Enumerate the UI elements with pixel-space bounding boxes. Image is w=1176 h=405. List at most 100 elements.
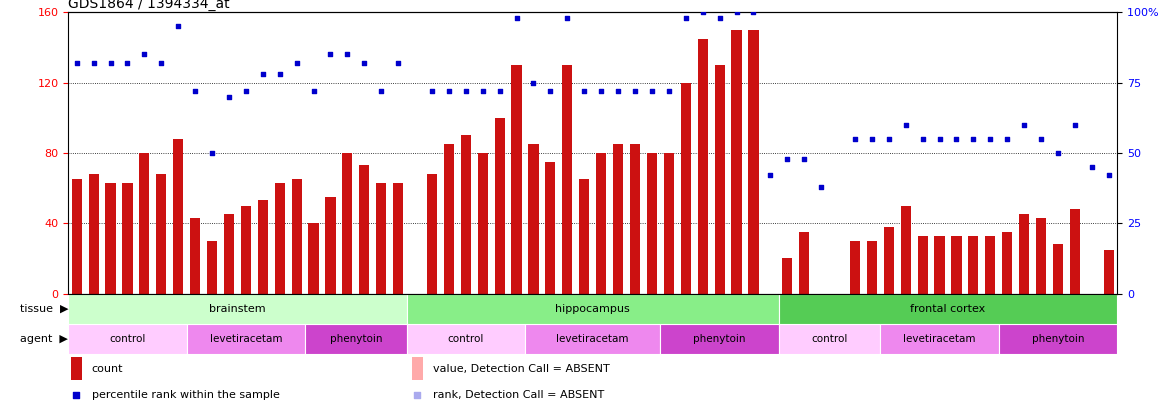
Point (85, 60, 103, 66)
Point (372, 88, 390, 94)
Point (253, 71, 272, 77)
Text: phenytoin: phenytoin (694, 334, 746, 344)
Bar (342, 153, 353, 294)
Point (761, 172, 780, 179)
Bar (748, 30, 759, 294)
Point (490, 88, 509, 94)
Point (202, 149, 221, 156)
Text: control: control (448, 334, 485, 344)
Bar (495, 118, 505, 294)
Point (880, 136, 898, 142)
Text: value, Detection Call = ABSENT: value, Detection Call = ABSENT (433, 364, 609, 373)
Bar (1070, 209, 1080, 294)
Point (422, 88, 441, 94)
Bar (173, 139, 183, 294)
Point (557, 15, 576, 21)
Point (67, 392, 86, 398)
Bar (663, 153, 674, 294)
Point (930, 136, 949, 142)
Point (338, 51, 356, 58)
Bar (1103, 249, 1114, 294)
Point (981, 136, 1000, 142)
Point (456, 88, 475, 94)
Point (169, 23, 188, 30)
Point (220, 94, 239, 100)
Point (473, 88, 492, 94)
Bar (122, 183, 133, 294)
Bar (292, 179, 302, 294)
Bar (630, 144, 640, 294)
Bar (71, 357, 82, 380)
Text: rank, Detection Call = ABSENT: rank, Detection Call = ABSENT (433, 390, 604, 400)
Bar (258, 200, 268, 294)
Bar (88, 174, 99, 294)
Text: frontal cortex: frontal cortex (910, 304, 985, 314)
Text: hippocampus: hippocampus (555, 304, 630, 314)
Point (541, 88, 560, 94)
Point (67, 60, 86, 66)
Bar (443, 144, 454, 294)
Text: phenytoin: phenytoin (329, 334, 382, 344)
Point (1100, 172, 1118, 179)
Point (896, 122, 915, 128)
Point (152, 60, 171, 66)
Point (101, 60, 120, 66)
Bar (1020, 215, 1029, 294)
Bar (881, 324, 998, 354)
Bar (782, 258, 793, 294)
Bar (477, 153, 488, 294)
Bar (528, 144, 539, 294)
Bar (613, 144, 623, 294)
Text: GDS1864 / 1394334_at: GDS1864 / 1394334_at (68, 0, 229, 11)
Bar (68, 294, 407, 324)
Text: percentile rank within the sample: percentile rank within the sample (92, 390, 280, 400)
Bar (985, 236, 995, 294)
Bar (461, 135, 470, 294)
Point (270, 71, 289, 77)
Point (997, 136, 1016, 142)
Point (694, 9, 713, 15)
Bar (407, 294, 779, 324)
Point (795, 155, 814, 162)
Bar (883, 227, 894, 294)
Point (609, 88, 628, 94)
Bar (596, 153, 607, 294)
Text: control: control (811, 334, 848, 344)
Bar (681, 83, 690, 294)
Bar (1002, 232, 1013, 294)
Point (1049, 149, 1068, 156)
Point (389, 60, 408, 66)
Bar (562, 65, 573, 294)
Point (236, 88, 255, 94)
Bar (731, 30, 742, 294)
Bar (524, 324, 661, 354)
Point (1015, 122, 1034, 128)
Point (660, 88, 679, 94)
Bar (241, 206, 250, 294)
Bar (901, 206, 910, 294)
Text: levetiracetam: levetiracetam (903, 334, 976, 344)
Point (676, 15, 695, 21)
Point (186, 88, 205, 94)
Bar (850, 241, 860, 294)
Bar (275, 183, 285, 294)
Point (135, 51, 154, 58)
Bar (512, 65, 522, 294)
Text: levetiracetam: levetiracetam (556, 334, 629, 344)
Bar (305, 324, 407, 354)
Point (626, 88, 644, 94)
Bar (546, 162, 555, 294)
Bar (106, 183, 115, 294)
Point (524, 79, 543, 86)
Point (408, 392, 427, 398)
Point (862, 136, 881, 142)
Point (1065, 122, 1084, 128)
Point (575, 88, 594, 94)
Point (592, 88, 610, 94)
Text: agent  ▶: agent ▶ (20, 334, 68, 344)
Bar (72, 179, 82, 294)
Text: count: count (92, 364, 123, 373)
Text: phenytoin: phenytoin (1031, 334, 1084, 344)
Bar (779, 324, 881, 354)
Point (914, 136, 933, 142)
